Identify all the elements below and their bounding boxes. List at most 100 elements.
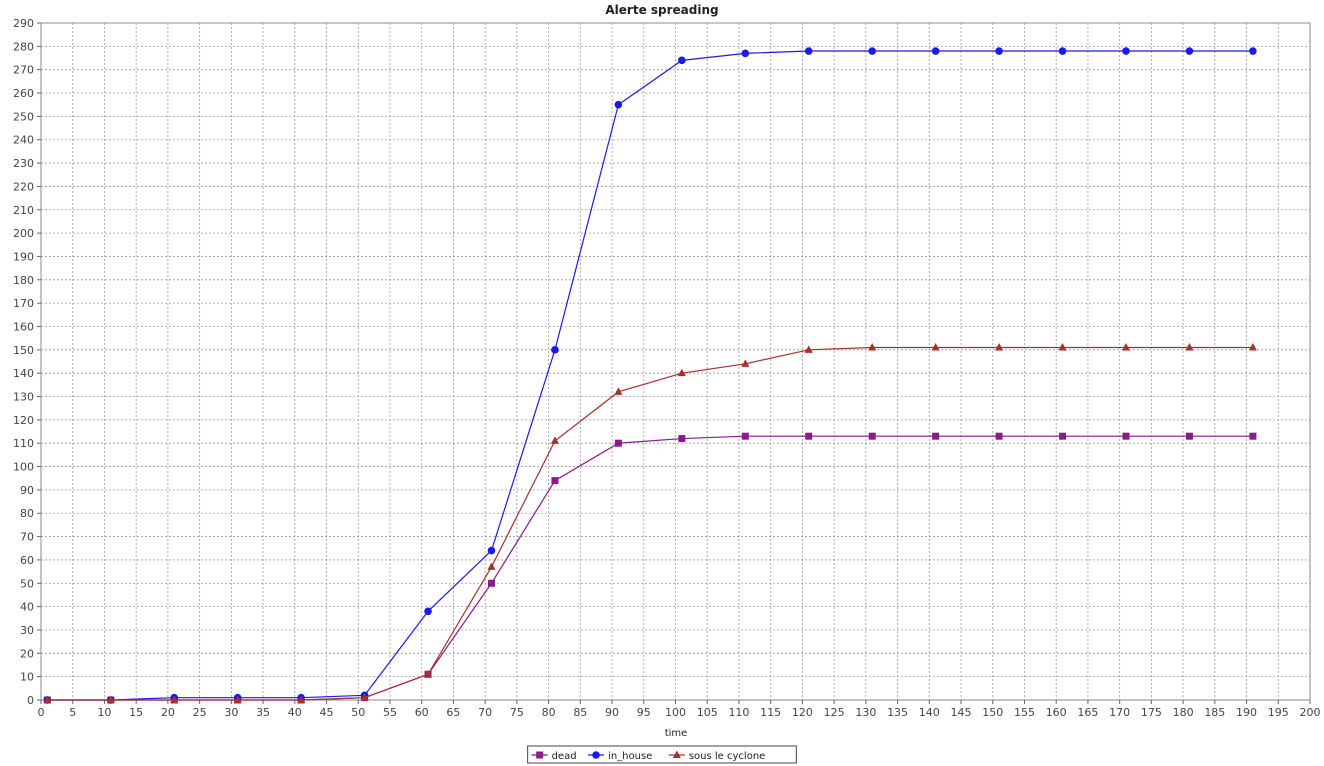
y-tick-label: 170 [13, 297, 34, 310]
y-tick-label: 230 [13, 157, 34, 170]
x-tick-label: 5 [69, 706, 76, 719]
x-tick-label: 55 [383, 706, 397, 719]
data-point-triangle [360, 693, 369, 701]
x-tick-label: 185 [1204, 706, 1225, 719]
data-point-circle [592, 751, 600, 759]
legend-item: dead [531, 751, 577, 762]
data-point-triangle [106, 695, 115, 703]
legend-label: sous le cyclone [689, 751, 765, 762]
data-point-triangle [1185, 342, 1194, 351]
data-point-triangle [424, 669, 433, 678]
legend-label: dead [552, 751, 577, 762]
data-point-circle [487, 546, 496, 555]
data-point-circle [741, 49, 750, 58]
y-tick-label: 120 [13, 414, 34, 427]
x-tick-label: 195 [1268, 706, 1289, 719]
x-tick-label: 125 [824, 706, 845, 719]
data-point-square [536, 751, 544, 759]
data-point-circle [1058, 47, 1067, 55]
x-tick-label: 165 [1077, 706, 1098, 719]
data-point-square [614, 439, 622, 447]
data-point-square [805, 432, 813, 440]
x-tick-label: 30 [224, 706, 238, 719]
x-tick-label: 70 [478, 706, 492, 719]
data-point-circle [678, 56, 686, 65]
data-point-square [551, 477, 559, 485]
legend-item: sous le cyclone [668, 750, 765, 762]
x-tick-label: 150 [982, 706, 1003, 719]
data-point-circle [868, 47, 876, 55]
data-point-circle [804, 47, 813, 55]
data-point-triangle [297, 695, 306, 703]
legend-label: in_house [608, 751, 652, 762]
data-point-triangle [995, 342, 1004, 351]
legend-box [527, 745, 797, 764]
series-sous-le-cyclone [43, 342, 1257, 703]
y-tick-label: 240 [13, 134, 34, 147]
y-tick-label: 290 [13, 17, 34, 30]
y-tick-label: 220 [13, 180, 34, 193]
data-point-square [741, 432, 749, 440]
data-point-square [995, 432, 1003, 440]
data-point-triangle [868, 342, 877, 351]
y-tick-label: 140 [13, 367, 34, 380]
x-tick-label: 175 [1141, 706, 1162, 719]
data-point-square [678, 435, 686, 443]
y-tick-label: 60 [20, 554, 34, 567]
data-point-triangle [804, 345, 813, 353]
data-point-square [1059, 432, 1067, 440]
y-tick-label: 250 [13, 110, 34, 123]
y-tick-label: 110 [13, 437, 34, 450]
data-point-circle [1249, 47, 1257, 55]
data-point-circle [614, 100, 623, 109]
y-tick-label: 50 [20, 577, 34, 590]
data-point-square [932, 432, 940, 440]
data-point-triangle [487, 562, 496, 570]
y-tick-label: 210 [13, 204, 34, 217]
data-point-circle [551, 346, 559, 354]
y-tick-label: 100 [13, 461, 34, 474]
x-tick-label: 90 [605, 706, 619, 719]
x-tick-label: 65 [446, 706, 460, 719]
x-tick-label: 180 [1173, 706, 1194, 719]
x-tick-label: 15 [129, 706, 143, 719]
series-line [47, 50, 1253, 701]
x-tick-label: 130 [855, 706, 876, 719]
x-tick-label: 80 [542, 706, 556, 719]
x-tick-label: 105 [697, 706, 718, 719]
y-tick-label: 150 [13, 344, 34, 357]
x-tick-label: 170 [1109, 706, 1130, 719]
x-tick-label: 85 [573, 706, 587, 719]
x-tick-label: 75 [510, 706, 524, 719]
x-tick-label: 20 [161, 706, 175, 719]
y-tick-label: 280 [13, 40, 34, 53]
x-tick-label: 110 [728, 706, 749, 719]
data-point-square [1122, 432, 1130, 440]
y-tick-label: 70 [20, 531, 34, 544]
y-tick-label: 0 [27, 694, 34, 707]
data-point-square [1185, 432, 1193, 440]
data-point-triangle [550, 436, 559, 444]
x-tick-label: 155 [1014, 706, 1035, 719]
y-tick-label: 190 [13, 250, 34, 263]
x-axis-label: time [665, 728, 688, 739]
y-tick-label: 90 [20, 484, 34, 497]
x-tick-label: 145 [951, 706, 972, 719]
x-tick-label: 0 [38, 706, 45, 719]
data-point-square [1249, 432, 1257, 440]
y-tick-label: 200 [13, 227, 34, 240]
data-point-circle [995, 47, 1003, 55]
data-point-triangle [931, 342, 940, 351]
y-tick-label: 10 [20, 671, 34, 684]
x-tick-label: 95 [637, 706, 651, 719]
data-point-triangle [170, 695, 179, 703]
data-point-triangle [741, 359, 750, 367]
gridlines [41, 22, 1310, 700]
series-group [43, 47, 1257, 704]
y-tick-label: 20 [20, 647, 34, 660]
legend-item: in_house [588, 751, 652, 762]
x-tick-label: 160 [1046, 706, 1067, 719]
data-point-triangle [1058, 342, 1067, 351]
y-tick-label: 30 [20, 624, 34, 637]
y-tick-label: 40 [20, 601, 34, 614]
